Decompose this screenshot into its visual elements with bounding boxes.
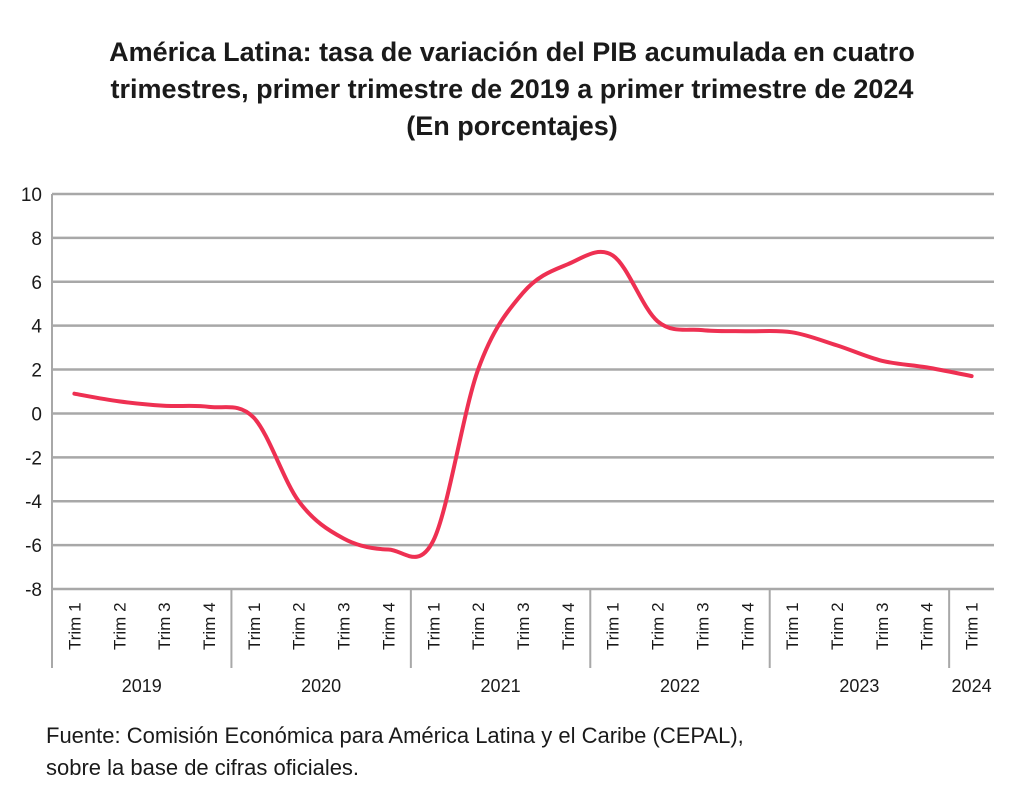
x-tick-label: Trim 1 (65, 602, 84, 650)
source-line: sobre la base de cifras oficiales. (46, 755, 360, 780)
x-tick-label: Trim 3 (693, 602, 712, 650)
year-label: 2021 (481, 676, 521, 696)
y-tick-label: 0 (31, 404, 42, 425)
x-tick-label: Trim 1 (245, 602, 264, 650)
y-tick-label: 4 (31, 317, 42, 338)
x-tick-label: Trim 2 (110, 602, 129, 650)
y-tick-label: -6 (25, 536, 42, 557)
x-tick-label: Trim 2 (828, 602, 847, 650)
source-note: Fuente: Comisión Económica para América … (46, 720, 744, 784)
year-label: 2024 (952, 676, 992, 696)
y-tick-label: 2 (31, 361, 42, 382)
x-tick-label: Trim 4 (379, 602, 398, 650)
title-line: América Latina: tasa de variación del PI… (109, 37, 915, 67)
y-tick-label: 8 (31, 229, 42, 250)
year-label: 2022 (660, 676, 700, 696)
x-tick-label: Trim 3 (335, 602, 354, 650)
y-tick-label: 6 (31, 273, 42, 294)
year-label: 2019 (122, 676, 162, 696)
x-tick-label: Trim 1 (424, 602, 443, 650)
x-tick-label: Trim 1 (783, 602, 802, 650)
year-label: 2023 (839, 676, 879, 696)
x-tick-label: Trim 2 (290, 602, 309, 650)
x-tick-label: Trim 2 (649, 602, 668, 650)
x-tick-label: Trim 1 (963, 602, 982, 650)
x-tick-label: Trim 4 (918, 602, 937, 650)
title-line: trimestres, primer trimestre de 2019 a p… (110, 74, 914, 104)
x-tick-label: Trim 3 (514, 602, 533, 650)
y-tick-label: 10 (21, 185, 42, 206)
x-tick-label: Trim 2 (469, 602, 488, 650)
x-tick-label: Trim 3 (873, 602, 892, 650)
x-tick-label: Trim 3 (155, 602, 174, 650)
series-line (72, 249, 974, 559)
year-label: 2020 (301, 676, 341, 696)
line-chart: 10 8 6 4 2 0 -2 -4 -6 -8 2019 2020 2021 2022 2023 2024 T… (21, 185, 994, 696)
y-tick-label: -2 (25, 448, 42, 469)
y-tick-label: -4 (25, 492, 42, 513)
x-tick-label: Trim 1 (604, 602, 623, 650)
x-tick-label: Trim 4 (200, 602, 219, 650)
x-tick-label: Trim 4 (738, 602, 757, 650)
chart-title: América Latina: tasa de variación del PI… (0, 34, 1024, 145)
x-tick-label: Trim 4 (559, 602, 578, 650)
source-line: Fuente: Comisión Económica para América … (46, 723, 744, 748)
y-tick-label: -8 (25, 580, 42, 601)
title-line: (En porcentajes) (406, 111, 618, 141)
